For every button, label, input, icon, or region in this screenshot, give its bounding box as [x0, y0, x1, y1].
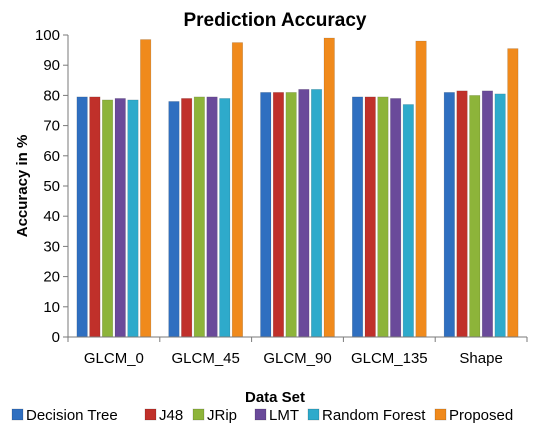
legend-swatch-proposed — [434, 408, 447, 421]
bar-j48-glcm_45 — [181, 98, 193, 338]
y-tick-label: 70 — [43, 118, 60, 135]
bar-proposed-shape — [507, 48, 519, 338]
legend-label-lmt: LMT — [269, 407, 299, 424]
bar-lmt-glcm_135 — [390, 98, 402, 338]
bar-j48-shape — [456, 90, 468, 338]
bar-lmt-glcm_0 — [114, 98, 126, 338]
legend-label-jrip: JRip — [207, 407, 237, 424]
bar-decision-tree-glcm_0 — [76, 96, 88, 338]
bar-jrip-glcm_90 — [285, 92, 297, 338]
legend-label-j48: J48 — [159, 407, 183, 424]
y-tick-label: 40 — [43, 208, 60, 225]
bar-jrip-glcm_0 — [102, 99, 114, 338]
legend-swatch-j48 — [144, 408, 157, 421]
y-axis-title: Accuracy in % — [14, 135, 31, 238]
y-tick-label: 80 — [43, 87, 60, 104]
bar-proposed-glcm_45 — [231, 42, 243, 338]
bar-j48-glcm_90 — [272, 92, 285, 338]
bar-decision-tree-glcm_45 — [168, 101, 180, 338]
bar-random-forest-glcm_90 — [310, 89, 323, 338]
chart-title: Prediction Accuracy — [183, 10, 366, 31]
y-tick-label: 60 — [43, 148, 60, 165]
bar-proposed-glcm_0 — [140, 39, 152, 338]
x-tick-label: GLCM_135 — [351, 350, 428, 367]
legend-label-proposed: Proposed — [449, 407, 513, 424]
y-tick-label: 100 — [35, 27, 60, 44]
legend-label-decision-tree: Decision Tree — [26, 407, 118, 424]
legend: Decision Tree J48 JRip LMT Random Forest Prop… — [11, 407, 513, 424]
y-tick-label: 0 — [52, 329, 60, 346]
bar-decision-tree-glcm_135 — [351, 96, 364, 338]
x-axis-title: Data Set — [245, 389, 305, 406]
legend-swatch-lmt — [254, 408, 267, 421]
x-tick-label: GLCM_0 — [84, 350, 144, 367]
y-axis-ticks: 0 10 20 30 40 50 60 70 80 90 100 — [35, 27, 68, 346]
y-tick-label: 20 — [43, 269, 60, 286]
bar-random-forest-shape — [494, 93, 506, 338]
legend-swatch-decision-tree — [11, 408, 24, 421]
x-tick-label: GLCM_90 — [263, 350, 331, 367]
y-tick-label: 10 — [43, 299, 60, 316]
x-tick-label: Shape — [459, 350, 502, 367]
legend-label-random-forest: Random Forest — [322, 407, 426, 424]
bar-j48-glcm_135 — [364, 96, 376, 338]
y-tick-label: 50 — [43, 178, 60, 195]
bar-lmt-glcm_90 — [298, 89, 310, 338]
bar-random-forest-glcm_0 — [127, 99, 139, 338]
y-tick-label: 90 — [43, 57, 60, 74]
bar-series-group — [76, 37, 519, 338]
bar-random-forest-glcm_45 — [219, 98, 231, 338]
y-tick-label: 30 — [43, 238, 60, 255]
bar-proposed-glcm_135 — [415, 40, 427, 338]
bar-jrip-glcm_45 — [193, 96, 205, 338]
bar-random-forest-glcm_135 — [402, 104, 414, 338]
x-axis-ticks: GLCM_0 GLCM_45 GLCM_90 GLCM_135 Shape — [67, 337, 528, 367]
bar-lmt-glcm_45 — [206, 96, 218, 338]
bar-proposed-glcm_90 — [323, 37, 335, 338]
bar-jrip-shape — [469, 95, 481, 338]
bar-jrip-glcm_135 — [377, 96, 389, 338]
bar-decision-tree-glcm_90 — [260, 92, 272, 338]
bar-j48-glcm_0 — [89, 96, 101, 338]
legend-swatch-random-forest — [307, 408, 320, 421]
bar-lmt-shape — [481, 90, 494, 338]
bar-decision-tree-shape — [443, 92, 455, 338]
legend-swatch-jrip — [192, 408, 205, 421]
x-tick-label: GLCM_45 — [172, 350, 240, 367]
